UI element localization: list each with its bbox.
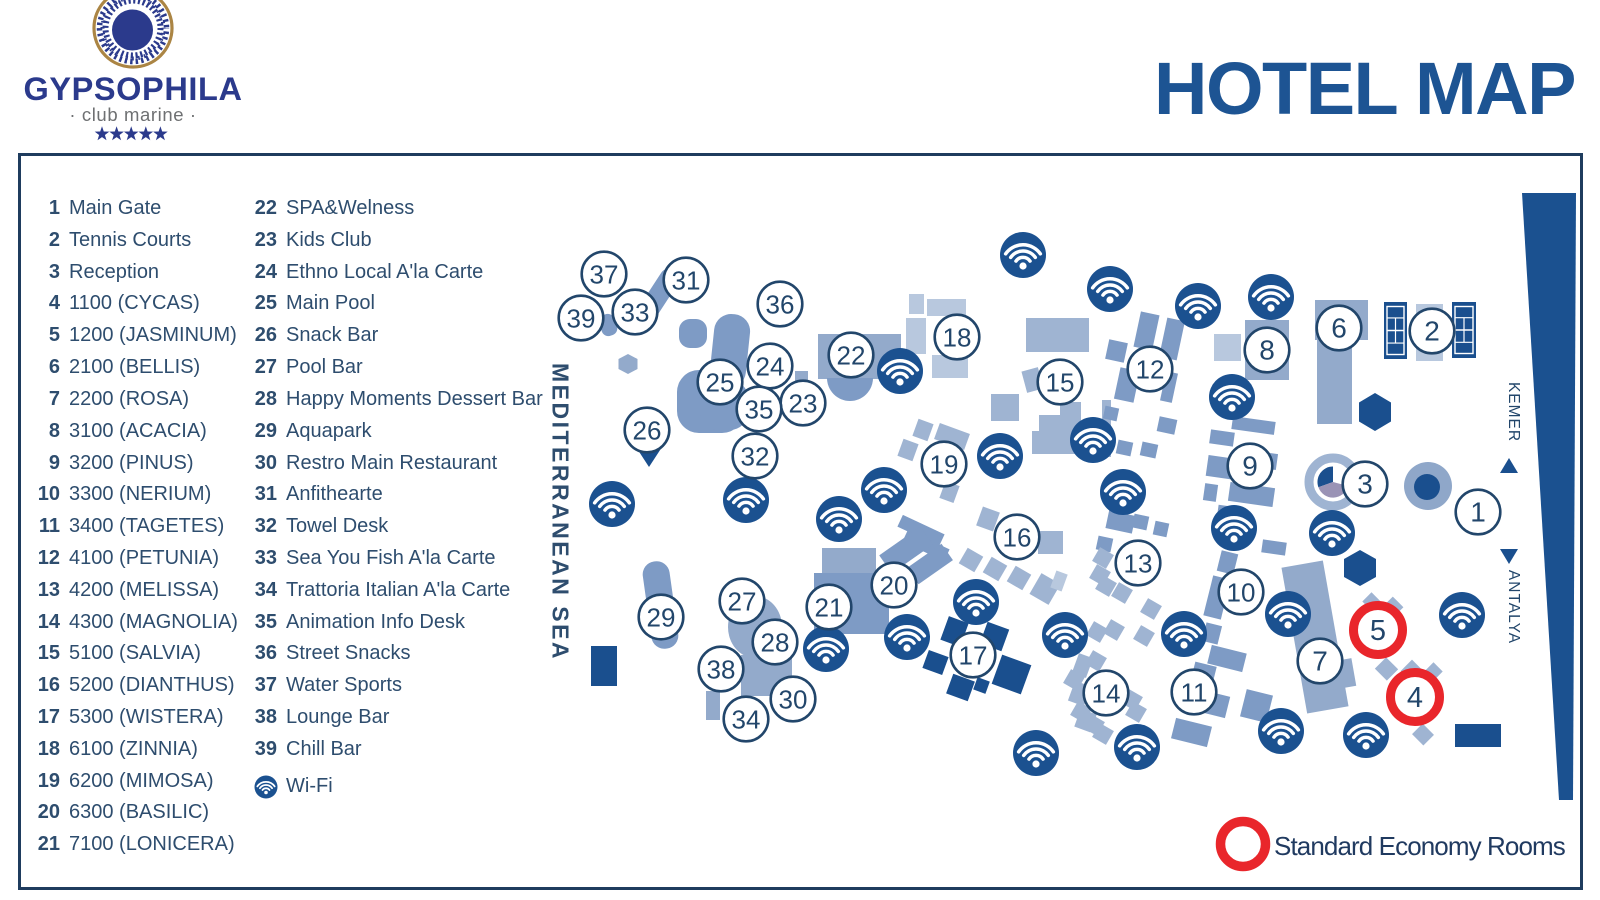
svg-text:15: 15 (1046, 367, 1075, 397)
svg-text:26: 26 (633, 415, 662, 445)
svg-text:28: 28 (761, 627, 790, 657)
svg-text:11: 11 (1181, 677, 1208, 707)
svg-text:20: 20 (880, 570, 909, 600)
svg-text:37: 37 (590, 259, 619, 289)
svg-text:34: 34 (732, 704, 761, 734)
svg-text:6: 6 (1331, 312, 1347, 343)
svg-text:38: 38 (707, 654, 736, 684)
svg-text:12: 12 (1136, 354, 1165, 384)
svg-text:8: 8 (1259, 334, 1275, 365)
svg-text:13: 13 (1124, 548, 1153, 578)
svg-text:18: 18 (943, 322, 972, 352)
svg-text:2: 2 (1424, 315, 1440, 346)
svg-text:30: 30 (779, 684, 808, 714)
svg-text:16: 16 (1003, 522, 1032, 552)
svg-text:31: 31 (672, 265, 701, 295)
svg-text:32: 32 (741, 441, 770, 471)
svg-text:14: 14 (1092, 678, 1121, 708)
svg-text:5: 5 (1370, 615, 1386, 647)
svg-text:24: 24 (756, 351, 785, 381)
svg-text:9: 9 (1242, 450, 1258, 481)
svg-text:21: 21 (815, 592, 844, 622)
svg-text:36: 36 (766, 289, 795, 319)
svg-text:ANTALYA: ANTALYA (1505, 570, 1522, 644)
svg-text:19: 19 (930, 449, 959, 479)
svg-text:33: 33 (621, 297, 650, 327)
svg-text:39: 39 (567, 303, 596, 333)
svg-text:10: 10 (1227, 577, 1256, 607)
svg-text:7: 7 (1312, 645, 1328, 676)
svg-text:1: 1 (1470, 496, 1486, 527)
svg-text:35: 35 (745, 394, 774, 424)
svg-text:KEMER: KEMER (1505, 382, 1522, 442)
svg-text:22: 22 (837, 340, 866, 370)
svg-text:29: 29 (647, 602, 676, 632)
svg-text:27: 27 (728, 586, 757, 616)
svg-text:4: 4 (1407, 682, 1423, 714)
svg-text:25: 25 (706, 367, 735, 397)
svg-text:3: 3 (1357, 468, 1373, 499)
svg-text:23: 23 (789, 388, 818, 418)
svg-text:17: 17 (959, 640, 988, 670)
